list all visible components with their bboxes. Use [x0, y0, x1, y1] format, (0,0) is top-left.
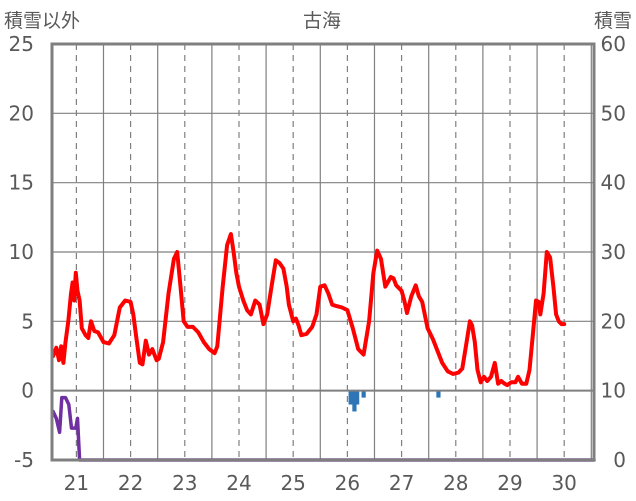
y-left-tick-label: 15 [9, 171, 34, 195]
snow-bar [361, 390, 366, 398]
x-tick-label: 24 [226, 471, 251, 495]
y-right-tick-label: 0 [613, 448, 626, 472]
x-tick-label: 29 [497, 471, 522, 495]
y-right-tick-label: 50 [601, 101, 626, 125]
y-right-tick-label: 10 [601, 379, 626, 403]
y-left-tick-label: 0 [21, 379, 34, 403]
y-left-tick-label: -5 [14, 448, 34, 472]
series [51, 232, 596, 462]
x-tick-label: 21 [64, 471, 89, 495]
x-tick-label: 30 [551, 471, 576, 495]
y-right-tick-label: 40 [601, 171, 626, 195]
y-right-tick-label: 30 [601, 240, 626, 264]
x-tick-label: 22 [118, 471, 143, 495]
grid [52, 44, 594, 460]
x-tick-label: 27 [389, 471, 414, 495]
series-line-0 [51, 232, 567, 388]
snow-bar [436, 390, 441, 398]
y-left-tick-label: 20 [9, 101, 34, 125]
plot-frame [50, 42, 596, 462]
y-right-tick-label: 60 [601, 32, 626, 56]
y-left-tick-label: 25 [9, 32, 34, 56]
snow-bar [355, 390, 360, 405]
x-tick-label: 26 [335, 471, 360, 495]
snow-bar [348, 390, 353, 405]
y-left-tick-label: 10 [9, 240, 34, 264]
snow-bar [352, 390, 357, 412]
y-left-tick-label: 5 [21, 309, 34, 333]
right-axis-title: 積雪 [594, 10, 632, 32]
x-tick-label: 23 [172, 471, 197, 495]
series-line-1 [51, 395, 596, 462]
left-axis-title: 積雪以外 [4, 10, 80, 32]
x-tick-label: 28 [443, 471, 468, 495]
x-tick-label: 25 [280, 471, 305, 495]
chart-title: 古海 [303, 10, 341, 32]
y-right-tick-label: 20 [601, 309, 626, 333]
